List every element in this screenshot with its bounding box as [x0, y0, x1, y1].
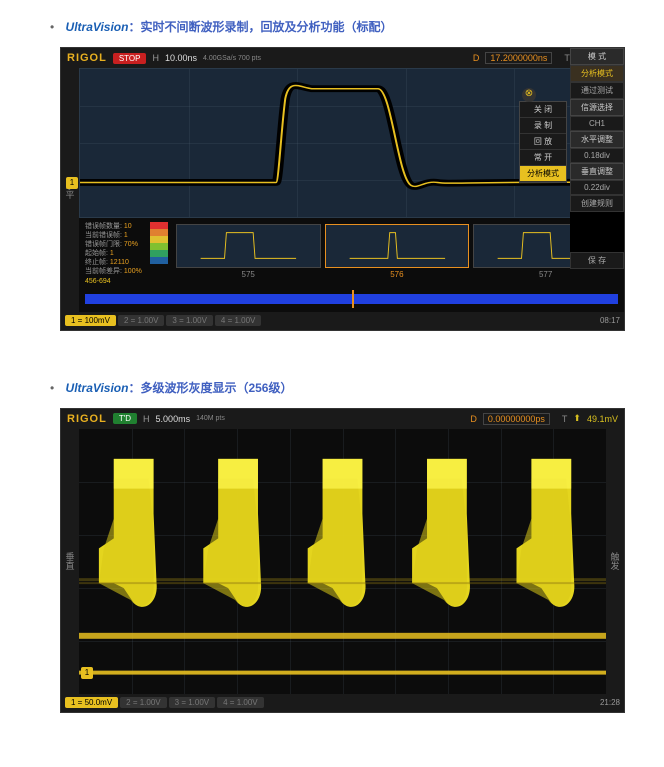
menu-title: 模 式: [570, 48, 624, 65]
popup-item[interactable]: 关 闭: [520, 102, 566, 118]
timebase: 10.00ns: [165, 53, 197, 63]
frame-range: 456-694: [85, 277, 142, 286]
time-display: 21:28: [600, 698, 620, 707]
ch3-tab[interactable]: 3 = 1.00V: [166, 315, 212, 326]
popup-item[interactable]: 回 放: [520, 134, 566, 150]
menu-save[interactable]: 保 存: [570, 252, 624, 269]
status-badge: T'D: [113, 413, 137, 424]
side-left-label: 水平: [61, 68, 79, 312]
gradient-bar: [150, 222, 168, 286]
frame-thumb[interactable]: 575: [176, 224, 321, 268]
ch2-tab[interactable]: 2 = 1.00V: [120, 697, 166, 708]
menu-item[interactable]: 0.18div: [570, 148, 624, 163]
t-icon: ⬆: [573, 413, 581, 424]
logo: RIGOL: [67, 413, 107, 425]
ch2-tab[interactable]: 2 = 1.00V: [118, 315, 164, 326]
popup-item-active[interactable]: 分析模式: [520, 166, 566, 182]
stats-area: 错误帧数量: 10 当前错误帧: 1 错误帧门限: 70% 起始帧: 1 终止帧…: [79, 218, 624, 290]
t-label: T: [562, 414, 568, 424]
d-value: 17.2000000ns: [485, 52, 552, 64]
ch1-marker[interactable]: 1: [66, 177, 78, 189]
menu-item[interactable]: 创建规则: [570, 195, 624, 212]
nav-bar[interactable]: [79, 290, 624, 312]
ch1-tab[interactable]: 1 = 100mV: [65, 315, 116, 326]
right-menu: 模 式 分析模式 通过测试 信源选择 CH1 水平调整 0.18div 垂直调整…: [570, 48, 624, 269]
menu-item[interactable]: 水平调整: [570, 131, 624, 148]
section1-header: • UltraVision：实时不间断波形录制，回放及分析功能（标配）: [50, 18, 644, 35]
ch4-tab[interactable]: 4 = 1.00V: [215, 315, 261, 326]
section2-header: • UltraVision：多级波形灰度显示（256级）: [50, 379, 644, 396]
ch4-tab[interactable]: 4 = 1.00V: [217, 697, 263, 708]
waveform-display[interactable]: 1: [79, 429, 606, 694]
desc-label: ：实时不间断波形录制，回放及分析功能（标配）: [128, 20, 392, 34]
menu-item[interactable]: 通过测试: [570, 82, 624, 99]
popup-item[interactable]: 常 开: [520, 150, 566, 166]
bottom-bar: 1 = 50.0mV 2 = 1.00V 3 = 1.00V 4 = 1.00V…: [61, 694, 624, 712]
uv-label: UltraVision: [66, 20, 129, 34]
frame-thumb-selected[interactable]: 576: [325, 224, 470, 268]
samprate: 140M pts: [196, 415, 225, 422]
logo: RIGOL: [67, 52, 107, 64]
menu-item[interactable]: 0.22div: [570, 180, 624, 195]
samprate: 4.00GSa/s 700 pts: [203, 55, 261, 62]
status-badge: STOP: [113, 53, 147, 64]
d-label: D: [470, 414, 477, 424]
popup-menu: ⊗ 关 闭 录 制 回 放 常 开 分析模式: [519, 101, 567, 183]
menu-item[interactable]: 信源选择: [570, 99, 624, 116]
oscilloscope-1: RIGOL STOP H 10.00ns 4.00GSa/s 700 pts D…: [60, 47, 625, 331]
intensity-waveform: [79, 429, 606, 693]
bottom-bar: 1 = 100mV 2 = 1.00V 3 = 1.00V 4 = 1.00V …: [61, 312, 624, 330]
t-value: 49.1mV: [587, 414, 618, 424]
nav-cursor[interactable]: [352, 290, 354, 308]
top-bar: RIGOL STOP H 10.00ns 4.00GSa/s 700 pts D…: [61, 48, 624, 68]
ch1-marker[interactable]: 1: [81, 667, 93, 679]
d-value: 0.00000000ps: [483, 413, 550, 425]
side-right-label: 触发: [606, 429, 624, 694]
top-bar: RIGOL T'D H 5.000ms 140M pts D 0.0000000…: [61, 409, 624, 429]
ch1-tab[interactable]: 1 = 50.0mV: [65, 697, 118, 708]
bullet: •: [50, 381, 54, 395]
ch3-tab[interactable]: 3 = 1.00V: [169, 697, 215, 708]
oscilloscope-2: RIGOL T'D H 5.000ms 140M pts D 0.0000000…: [60, 408, 625, 713]
stats-text: 错误帧数量: 10 当前错误帧: 1 错误帧门限: 70% 起始帧: 1 终止帧…: [85, 222, 142, 286]
close-icon[interactable]: ⊗: [522, 88, 536, 102]
popup-item[interactable]: 录 制: [520, 118, 566, 134]
menu-item[interactable]: 分析模式: [570, 65, 624, 82]
timebase: 5.000ms: [156, 414, 191, 424]
time-display: 08:17: [600, 316, 620, 325]
bullet: •: [50, 20, 54, 34]
main-display-area: 1 ⊗ 关 闭 录 制 回 放 常 开 分析模式 错误帧数量: 10 当前错误帧…: [79, 68, 624, 312]
frames-strip: 575 576 577: [176, 222, 618, 270]
d-label: D: [473, 53, 480, 63]
desc-label: ：多级波形灰度显示（256级）: [128, 381, 292, 395]
waveform-display[interactable]: 1 ⊗ 关 闭 录 制 回 放 常 开 分析模式: [79, 68, 624, 218]
menu-item[interactable]: CH1: [570, 116, 624, 131]
menu-item[interactable]: 垂直调整: [570, 163, 624, 180]
h-label: H: [143, 414, 150, 424]
h-label: H: [152, 53, 159, 63]
side-left-label: 垂直: [61, 429, 79, 694]
uv-label: UltraVision: [66, 381, 129, 395]
